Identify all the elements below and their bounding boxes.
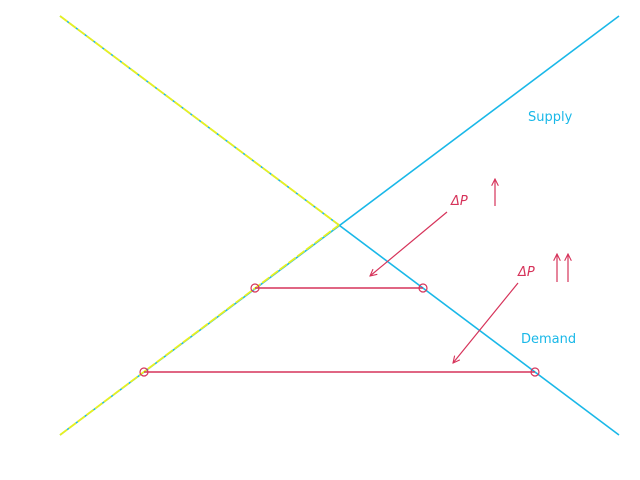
lower-gap-left-point: [139, 367, 149, 377]
delta-p-2-label: ΔP: [517, 265, 535, 280]
demand-highlight-dashed: [59, 15, 340, 226]
delta-p-1-pointer-arrow: [370, 211, 448, 276]
supply-highlight-dashed: [59, 224, 340, 436]
lower-gap-right-point: [530, 367, 540, 377]
upper-gap-left-point: [250, 283, 260, 293]
delta-p-2-pointer-arrow: [453, 282, 519, 363]
demand-label: Demand: [521, 332, 576, 347]
delta-p-1-label: ΔP: [450, 194, 468, 209]
upper-gap-right-point: [418, 283, 428, 293]
supply-label: Supply: [528, 110, 573, 125]
